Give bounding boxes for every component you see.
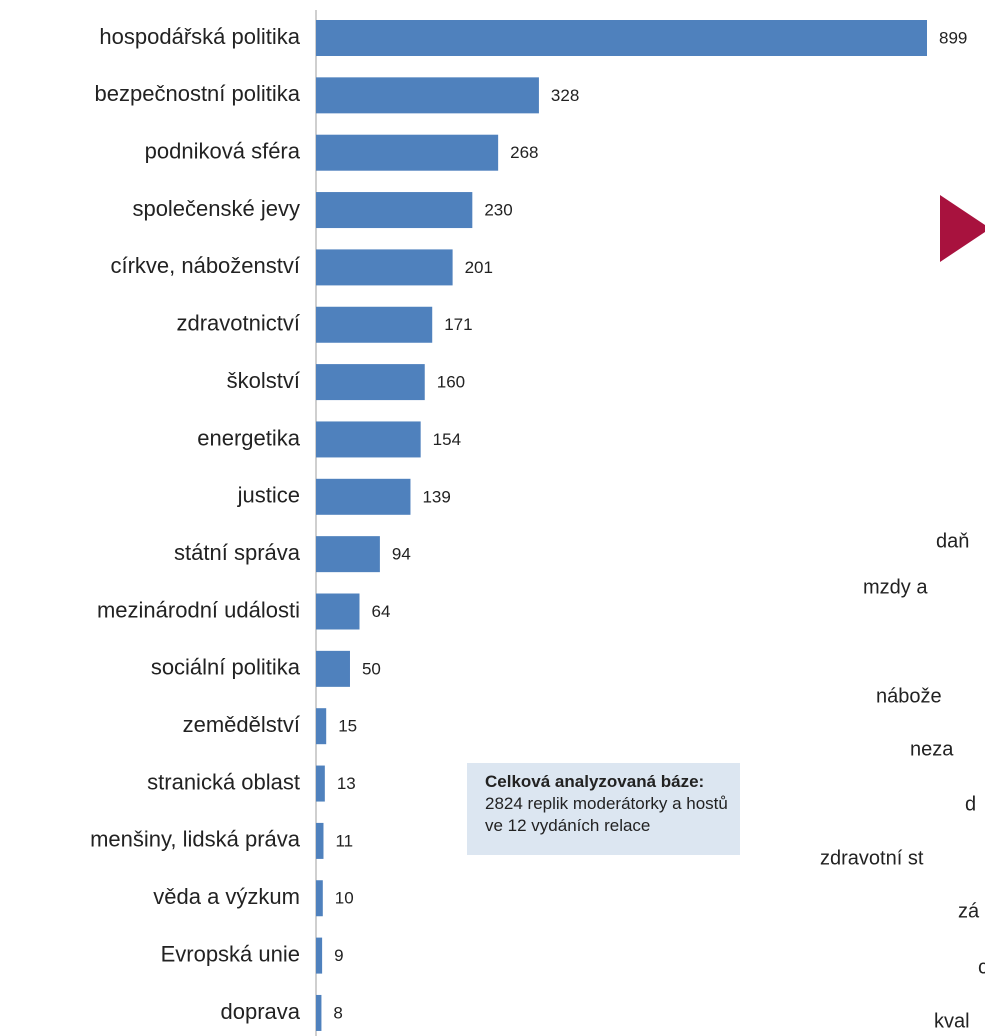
category-label: justice [237, 483, 300, 508]
category-label: společenské jevy [132, 196, 300, 221]
value-label: 9 [334, 946, 343, 965]
bar [316, 192, 473, 229]
bar [316, 536, 380, 573]
value-label: 15 [338, 717, 357, 736]
side-label: daň [936, 530, 969, 552]
bar [316, 77, 539, 114]
category-label: bezpečnostní politika [95, 81, 301, 106]
value-label: 268 [510, 143, 538, 162]
side-label: neza [910, 738, 954, 760]
category-label: zemědělství [183, 712, 300, 737]
bar [316, 994, 322, 1031]
value-label: 154 [433, 430, 461, 449]
category-label: doprava [220, 999, 300, 1024]
side-label: c [978, 956, 985, 978]
value-label: 899 [939, 28, 967, 47]
category-label: církve, náboženství [110, 253, 300, 278]
side-label: zdravotní st [820, 847, 924, 869]
category-label: stranická oblast [147, 769, 300, 794]
bar [316, 937, 323, 974]
bar [316, 421, 421, 458]
bar [316, 478, 411, 515]
side-label: nábože [876, 685, 942, 707]
bar [316, 364, 425, 401]
bar [316, 650, 350, 687]
value-label: 160 [437, 373, 465, 392]
side-label: d [965, 793, 976, 815]
category-label: Evropská unie [161, 941, 300, 966]
side-label: mzdy a [863, 576, 928, 598]
category-label: školství [227, 368, 300, 393]
bar [316, 880, 323, 917]
side-label: zá [958, 900, 980, 922]
category-label: mezinárodní události [97, 597, 300, 622]
triangle-icon [940, 195, 985, 262]
value-label: 201 [465, 258, 493, 277]
bar [316, 822, 324, 859]
category-label: menšiny, lidská práva [90, 827, 301, 852]
category-label: podniková sféra [145, 139, 301, 164]
value-label: 64 [371, 602, 390, 621]
value-label: 230 [484, 201, 512, 220]
note-bold: Celková analyzovaná báze: [485, 772, 705, 791]
bar [316, 134, 499, 171]
bar [316, 708, 327, 745]
bar [316, 593, 360, 630]
value-label: 50 [362, 659, 381, 678]
category-label: zdravotnictví [177, 311, 301, 336]
value-label: 139 [422, 487, 450, 506]
value-label: 328 [551, 86, 579, 105]
bar [316, 765, 325, 802]
bar [316, 249, 453, 286]
value-label: 8 [333, 1003, 342, 1022]
value-label: 171 [444, 315, 472, 334]
value-label: 13 [337, 774, 356, 793]
side-label: kval [934, 1010, 970, 1032]
bar [316, 20, 927, 56]
value-label: 94 [392, 545, 411, 564]
category-label: věda a výzkum [153, 884, 300, 909]
value-label: 11 [335, 831, 353, 850]
bar [316, 306, 433, 343]
category-label: energetika [197, 425, 301, 450]
note-box: Celková analyzovaná báze: 2824 replik mo… [467, 763, 740, 855]
category-label: sociální politika [151, 655, 301, 680]
category-label: státní správa [174, 540, 301, 565]
value-label: 10 [335, 889, 354, 908]
category-label: hospodářská politika [99, 24, 300, 49]
note-text: 2824 replik moderátorky a hostů ve 12 vy… [485, 794, 728, 835]
